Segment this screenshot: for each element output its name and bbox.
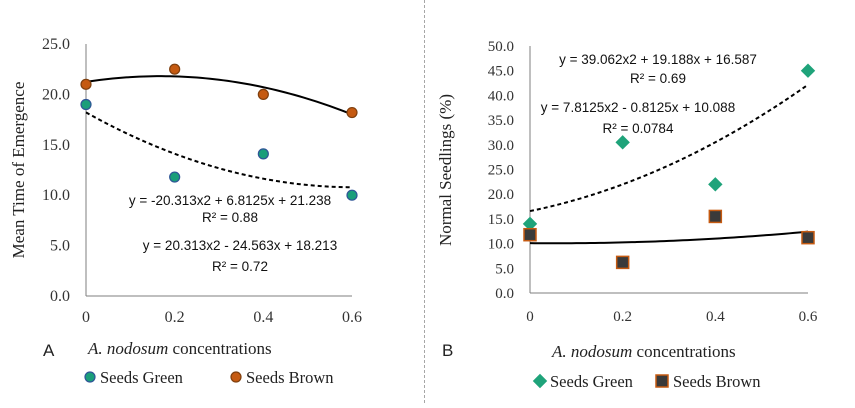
legend-label-seeds-green: Seeds Green: [550, 372, 633, 391]
y-tick-label: 20.0: [42, 86, 70, 103]
data-point-seeds-brown: [523, 227, 537, 242]
data-point-seeds-green: [169, 171, 181, 183]
legend-marker-seeds-green: [84, 371, 96, 383]
data-point-seeds-green: [346, 189, 358, 201]
trendline-equation: y = 20.313x2 - 24.563x + 18.213: [143, 238, 337, 253]
trendline-seeds-green: [85, 111, 353, 189]
x-tick-label: 0.4: [253, 309, 273, 326]
data-point-seeds-brown: [257, 88, 269, 101]
x-axis-label-rest: concentrations: [168, 339, 271, 358]
y-tick-label: 5.0: [50, 238, 70, 255]
y-tick-label: 5.0: [495, 261, 514, 277]
y-tick-label: 25.0: [42, 36, 70, 53]
legend-marker-seeds-brown: [230, 371, 242, 383]
panel-divider: [424, 0, 425, 403]
r-squared-label: R² = 0.88: [202, 210, 258, 225]
x-tick-label: 0.2: [165, 309, 185, 326]
legend-label-seeds-brown: Seeds Brown: [246, 368, 334, 387]
x-axis-label: A. nodosum concentrations: [87, 339, 272, 358]
x-tick-label: 0.6: [799, 309, 818, 325]
data-point-seeds-green: [615, 135, 630, 150]
panel-label: B: [442, 341, 453, 360]
x-axis-label: A. nodosum concentrations: [551, 342, 736, 361]
x-axis-label-italic: A. nodosum: [87, 339, 168, 358]
data-point-seeds-green: [800, 63, 816, 78]
chart-panel-a: 0.0 5.0 10.0 15.0 20.0 25.0 0 0.2 0.4 0.6 Mean Tim…: [9, 36, 362, 387]
x-tick-label: 0: [82, 309, 90, 326]
data-point-seeds-brown: [169, 63, 181, 75]
data-point-seeds-green: [257, 148, 269, 160]
data-point-seeds-green: [708, 177, 723, 192]
data-point-seeds-brown: [80, 78, 92, 90]
y-tick-label: 0.0: [50, 288, 70, 305]
data-point-seeds-brown: [346, 106, 358, 119]
y-tick-label: 15.0: [42, 137, 70, 154]
y-tick-label: 40.0: [488, 88, 514, 104]
r-squared-label: R² = 0.72: [212, 259, 268, 274]
legend-marker-seeds-brown: [655, 374, 669, 388]
y-tick-label: 25.0: [488, 163, 514, 179]
panel-label: A: [43, 341, 55, 360]
x-tick-label: 0: [526, 309, 534, 325]
trendline-seeds-brown: [529, 230, 809, 245]
y-tick-label: 45.0: [488, 64, 514, 80]
data-point-seeds-brown: [801, 230, 815, 245]
x-axis-label-italic: A. nodosum: [551, 342, 632, 361]
y-axis-label: Normal Seedlings (%): [436, 94, 455, 246]
y-tick-label: 20.0: [488, 187, 514, 203]
y-tick-label: 0.0: [495, 286, 514, 302]
y-tick-label: 15.0: [488, 212, 514, 228]
x-axis-label-rest: concentrations: [632, 342, 735, 361]
trendline-equation: y = -20.313x2 + 6.8125x + 21.238: [129, 193, 331, 208]
r-squared-label: R² = 0.0784: [603, 121, 674, 136]
legend-marker-seeds-green: [532, 373, 548, 389]
data-point-seeds-brown: [615, 255, 630, 270]
y-tick-label: 10.0: [42, 187, 70, 204]
x-tick-label: 0.2: [613, 309, 632, 325]
trendline-equation: y = 7.8125x2 - 0.8125x + 10.088: [541, 100, 735, 115]
y-tick-label: 30.0: [488, 138, 514, 154]
y-tick-label: 10.0: [488, 237, 514, 253]
trendline-seeds-brown: [85, 75, 353, 116]
x-tick-label: 0.4: [706, 309, 725, 325]
legend-label-seeds-brown: Seeds Brown: [673, 372, 761, 391]
r-squared-label: R² = 0.69: [630, 71, 686, 86]
data-point-seeds-brown: [708, 209, 723, 224]
chart-panel-b: 0.0 5.0 10.0 15.0 20.0 25.0 30.0 35.0 40.0 45.0 50…: [436, 39, 818, 391]
trendline-equation: y = 39.062x2 + 19.188x + 16.587: [559, 52, 757, 67]
y-axis-label: Mean Time of Emergence: [9, 82, 28, 259]
y-tick-label: 50.0: [488, 39, 514, 55]
legend-label-seeds-green: Seeds Green: [100, 368, 183, 387]
y-tick-label: 35.0: [488, 113, 514, 129]
data-point-seeds-green: [80, 98, 92, 111]
x-tick-label: 0.6: [342, 309, 362, 326]
